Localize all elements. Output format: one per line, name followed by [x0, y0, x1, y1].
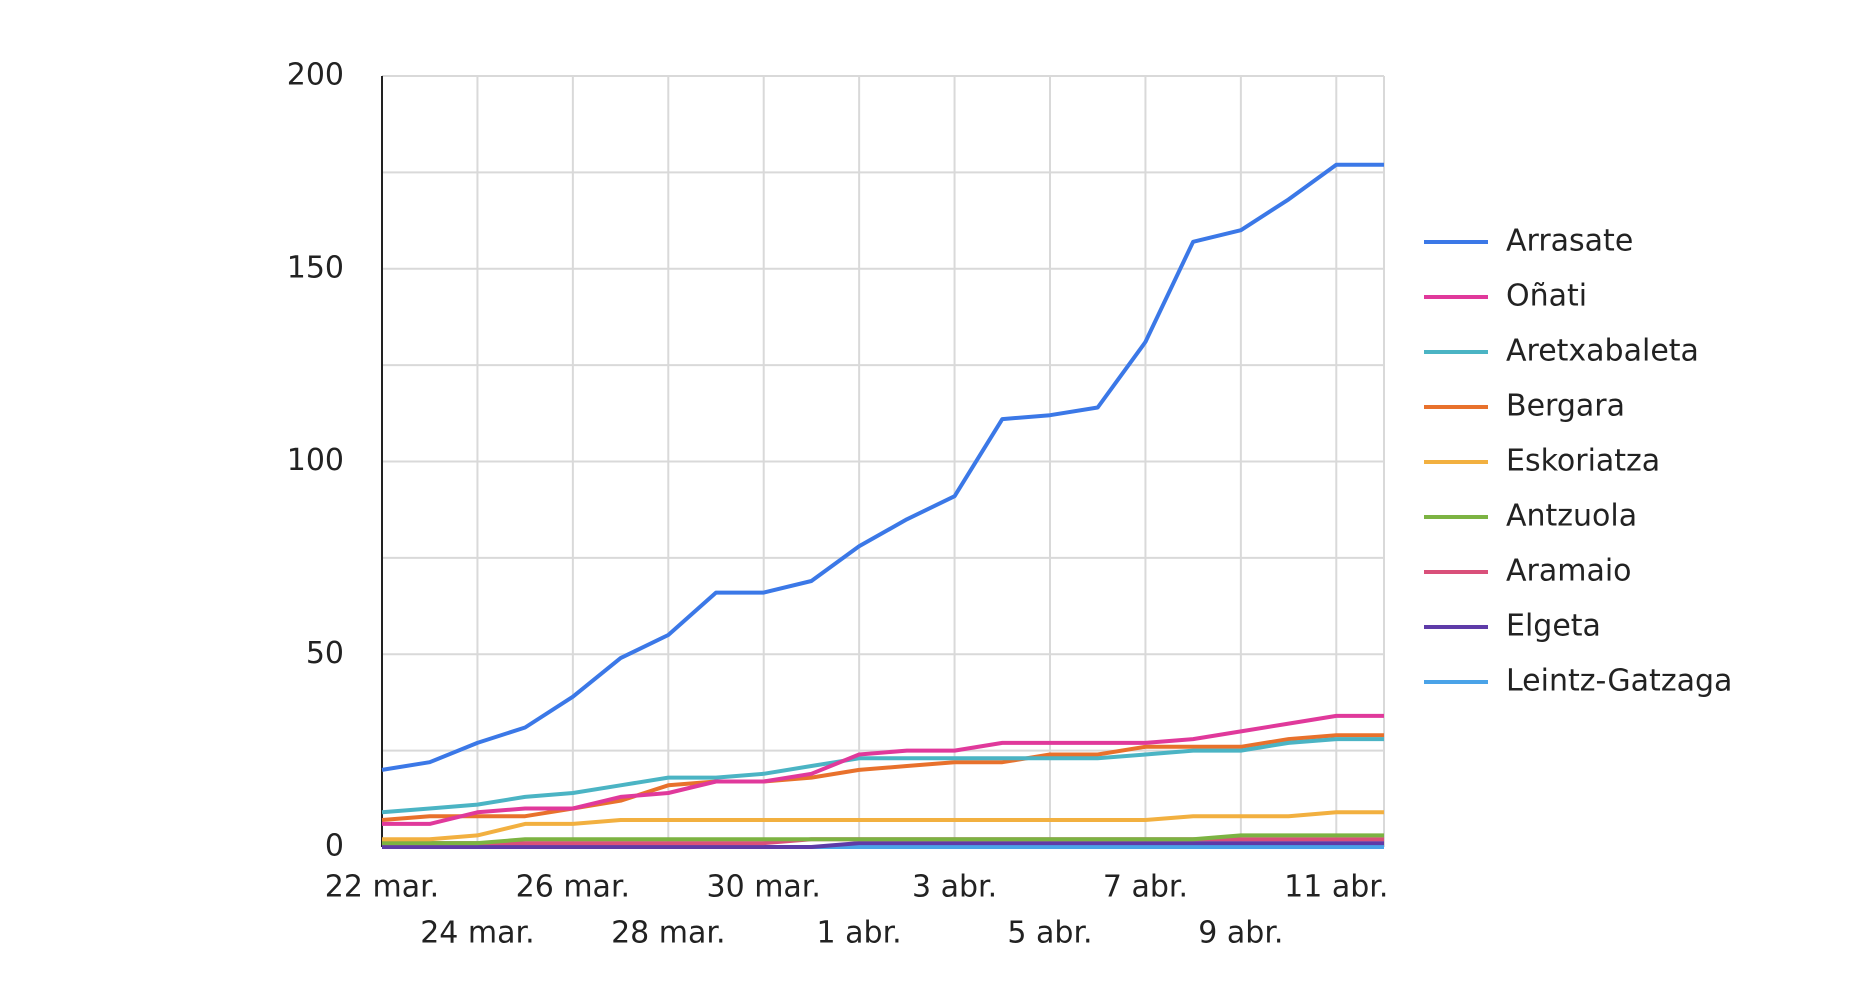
y-tick-label: 0	[325, 829, 344, 864]
y-tick-label: 150	[287, 250, 344, 285]
legend-label: Bergara	[1506, 389, 1625, 424]
legend-label: Aretxabaleta	[1506, 334, 1699, 369]
y-tick-label: 100	[287, 443, 344, 478]
x-tick-label: 11 abr.	[1284, 870, 1388, 905]
legend-label: Eskoriatza	[1506, 444, 1660, 479]
legend-label: Elgeta	[1506, 609, 1601, 644]
series-line	[382, 713, 1384, 826]
y-tick-label: 50	[306, 636, 344, 671]
x-tick-label: 30 mar.	[706, 870, 820, 905]
x-tick-label: 24 mar.	[420, 916, 534, 951]
series-line	[382, 833, 1384, 846]
legend-label: Antzuola	[1506, 499, 1637, 534]
x-tick-label: 22 mar.	[325, 870, 439, 905]
x-tick-label: 1 abr.	[817, 916, 902, 951]
series-line	[381, 737, 1384, 815]
series-line	[381, 733, 1384, 822]
legend-label: Oñati	[1506, 279, 1587, 314]
x-tick-label: 3 abr.	[912, 870, 997, 905]
y-tick-label: 200	[287, 58, 344, 93]
x-tick-label: 5 abr.	[1007, 916, 1092, 951]
legend-label: Leintz-Gatzaga	[1506, 664, 1732, 699]
series-line	[382, 810, 1384, 842]
x-tick-label: 7 abr.	[1103, 870, 1188, 905]
x-tick-label: 26 mar.	[516, 870, 630, 905]
legend-label: Arrasate	[1506, 224, 1633, 259]
legend-label: Aramaio	[1506, 554, 1632, 589]
x-tick-label: 9 abr.	[1198, 916, 1283, 951]
x-tick-label: 28 mar.	[611, 916, 725, 951]
series-line	[381, 162, 1384, 772]
series-line	[382, 841, 1384, 849]
